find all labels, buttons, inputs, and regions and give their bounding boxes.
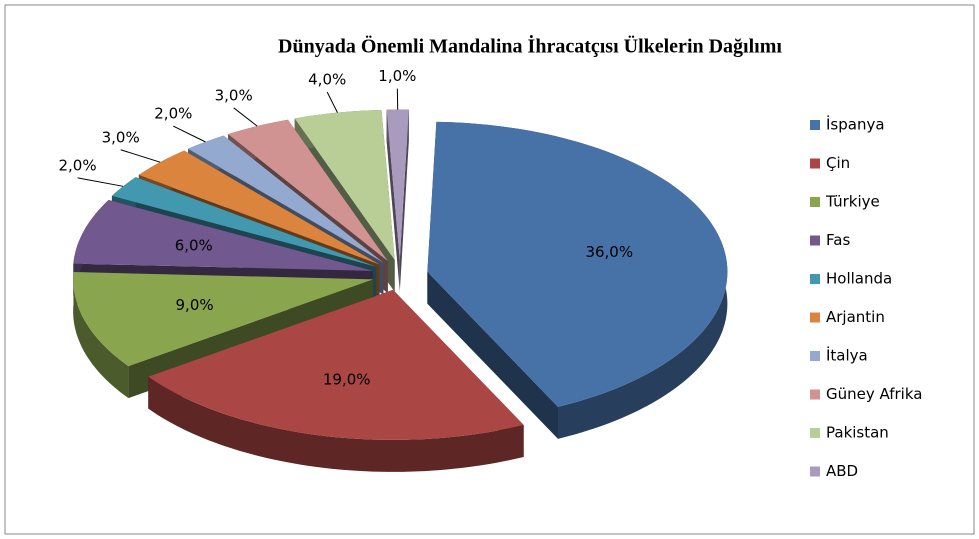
- slice-side-wall: [386, 109, 400, 292]
- legend-label: Pakistan: [826, 424, 889, 442]
- legend-label: İtalya: [826, 346, 868, 365]
- data-label: 4,0%: [308, 71, 346, 89]
- leader-line: [326, 91, 338, 113]
- legend-swatch: [810, 466, 820, 477]
- data-label: 3,0%: [215, 86, 253, 104]
- data-label: 19,0%: [323, 370, 371, 388]
- legend-label: İspanya: [826, 115, 885, 134]
- leader-line: [120, 149, 161, 163]
- chart-title: Dünyada Önemli Mandalina İhracatçısı Ülk…: [278, 34, 782, 58]
- data-label: 9,0%: [176, 296, 214, 314]
- data-label: 36,0%: [585, 243, 633, 261]
- slice-side-wall: [427, 271, 559, 439]
- slice-outer-wall: [148, 376, 524, 472]
- legend-label: Fas: [826, 231, 850, 249]
- legend-label: Çin: [826, 154, 850, 172]
- slice: [228, 119, 388, 262]
- data-label: 2,0%: [59, 156, 97, 174]
- slice: [111, 177, 377, 267]
- leader-line: [173, 125, 206, 143]
- legend-swatch: [810, 389, 820, 400]
- slice: [294, 110, 395, 260]
- legend-swatch: [810, 235, 820, 246]
- legend-swatch: [810, 158, 820, 169]
- slice: [386, 109, 409, 260]
- legend-label: Arjantin: [826, 308, 885, 326]
- slice: [427, 121, 728, 407]
- legend-swatch: [810, 197, 820, 207]
- slice: [148, 289, 524, 440]
- legend-label: Güney Afrika: [826, 385, 922, 403]
- pie: 36,0% 19,0% 9,0% 6,0% 2,0% 3,0% 2,0% 3,0% 4,0% 1,…: [59, 67, 728, 472]
- legend-swatch: [810, 312, 820, 323]
- legend-swatch: [810, 428, 820, 438]
- slice: [188, 135, 384, 263]
- legend-swatch: [810, 120, 820, 130]
- slice-side-wall: [399, 109, 409, 292]
- legend-swatch: [810, 351, 820, 361]
- slice: [138, 150, 380, 265]
- legend: İspanya Çin Türkiye Fas Hollanda Arjantin İtal…: [810, 115, 922, 480]
- slice-outer-wall: [73, 272, 129, 399]
- legend-label: Türkiye: [825, 193, 880, 211]
- leader-line: [77, 177, 124, 187]
- slice: [73, 200, 374, 271]
- leader-line: [233, 107, 258, 127]
- data-label: 3,0%: [102, 128, 140, 146]
- data-label: 1,0%: [378, 67, 416, 85]
- legend-label: Hollanda: [826, 270, 892, 288]
- legend-swatch: [810, 274, 820, 284]
- data-label: 2,0%: [154, 105, 192, 123]
- data-label: 6,0%: [175, 237, 213, 255]
- legend-label: ABD: [826, 462, 858, 480]
- slice: [73, 272, 374, 367]
